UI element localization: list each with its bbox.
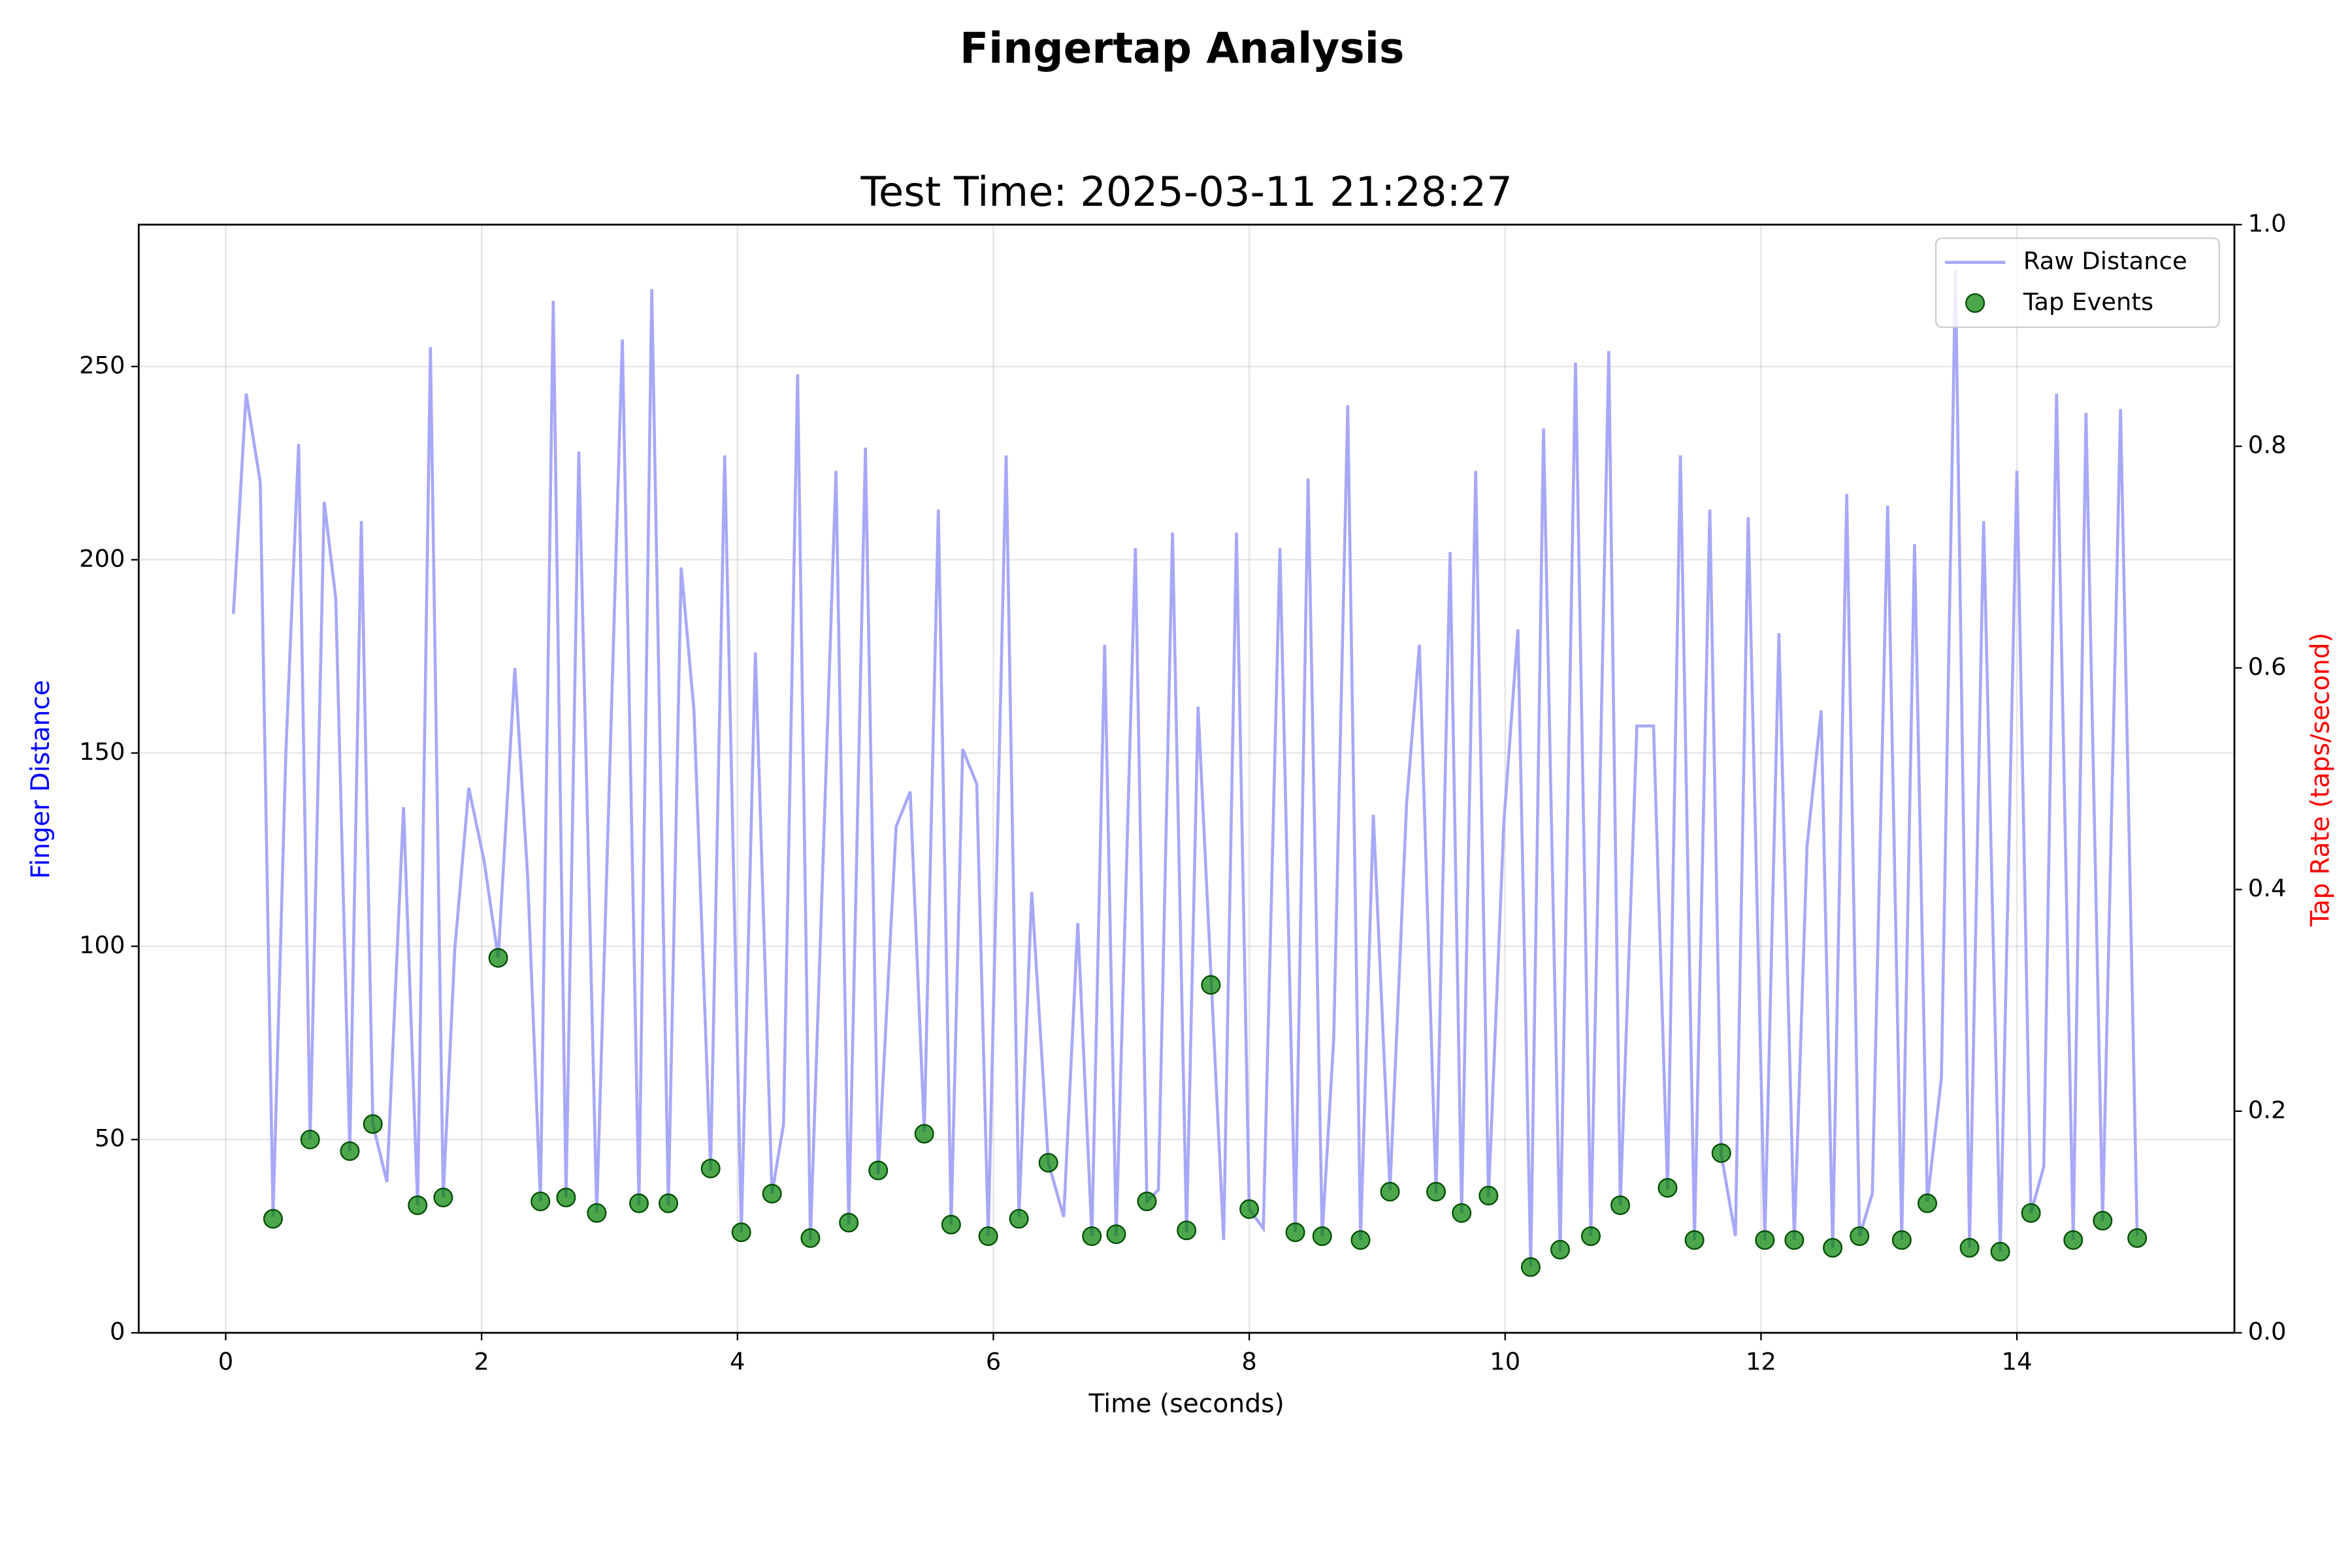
data-point — [978, 1226, 998, 1247]
x-tick-label: 4 — [730, 1348, 745, 1376]
data-point — [1009, 1209, 1029, 1229]
x-tick-label: 8 — [1241, 1348, 1256, 1376]
data-point — [408, 1195, 428, 1215]
data-point — [2021, 1203, 2041, 1223]
x-axis-label: Time (seconds) — [1088, 1389, 1284, 1418]
data-point — [800, 1228, 821, 1249]
y-tick-label: 100 — [79, 931, 125, 959]
data-point — [914, 1124, 934, 1144]
data-point — [1658, 1178, 1678, 1198]
data-point — [556, 1187, 576, 1207]
data-point — [1478, 1185, 1499, 1205]
data-point — [1201, 975, 1221, 995]
data-point — [363, 1114, 383, 1134]
data-point — [1918, 1193, 1938, 1213]
legend-label: Tap Events — [2023, 287, 2153, 316]
data-point — [1850, 1226, 1870, 1247]
data-point — [2093, 1211, 2113, 1231]
data-point — [941, 1215, 961, 1235]
data-point — [629, 1193, 649, 1213]
plot-frame — [137, 223, 2236, 1334]
data-point — [1784, 1230, 1805, 1250]
data-point — [300, 1130, 320, 1150]
y2-tick-label: 0.8 — [2248, 431, 2287, 459]
data-point — [1350, 1230, 1371, 1250]
data-point — [2063, 1230, 2083, 1250]
y2-tick-label: 0.6 — [2248, 653, 2287, 681]
data-point — [1580, 1226, 1601, 1247]
y-tick-label: 200 — [79, 544, 125, 572]
data-point — [839, 1213, 859, 1233]
data-point — [1520, 1257, 1541, 1277]
y2-tick-label: 0.2 — [2248, 1096, 2287, 1124]
data-point — [1891, 1230, 1912, 1250]
data-point — [1610, 1195, 1631, 1215]
y2-tick-label: 0.4 — [2248, 874, 2287, 902]
data-point — [2127, 1228, 2148, 1249]
y2-tick-label: 1.0 — [2248, 209, 2287, 237]
data-point — [1137, 1191, 1157, 1211]
chart-title: Fingertap Analysis — [960, 24, 1404, 73]
data-point — [340, 1141, 360, 1161]
data-point — [1106, 1224, 1126, 1245]
chart-subtitle: Test Time: 2025-03-11 21:28:27 — [860, 168, 1512, 216]
data-point — [1285, 1222, 1305, 1243]
x-tick-label: 0 — [218, 1348, 233, 1376]
data-point — [1990, 1241, 2010, 1262]
data-point — [1755, 1230, 1775, 1250]
data-point — [1082, 1226, 1102, 1247]
data-point — [1711, 1143, 1731, 1163]
data-point — [1380, 1182, 1400, 1202]
data-point — [1239, 1199, 1260, 1219]
data-point — [762, 1184, 782, 1204]
y2-tick-label: 0.0 — [2248, 1318, 2287, 1346]
data-point — [488, 948, 508, 968]
y2-axis-label: Tap Rate (taps/second) — [2306, 632, 2335, 927]
data-point — [1426, 1182, 1446, 1202]
data-point — [1038, 1152, 1058, 1173]
data-point — [1550, 1239, 1570, 1260]
data-point — [1452, 1203, 1472, 1223]
data-point — [700, 1158, 721, 1179]
x-tick-label: 12 — [1746, 1348, 1776, 1376]
x-tick-label: 2 — [474, 1348, 489, 1376]
data-point — [433, 1187, 453, 1207]
y-tick-label: 50 — [95, 1124, 125, 1152]
y-tick-label: 150 — [79, 738, 125, 766]
data-point — [868, 1160, 889, 1181]
data-point — [587, 1203, 607, 1223]
data-point — [1312, 1226, 1332, 1247]
legend-label: Raw Distance — [2023, 247, 2187, 275]
x-tick-label: 6 — [986, 1348, 1001, 1376]
y-tick-label: 0 — [110, 1318, 125, 1346]
data-point — [659, 1193, 679, 1213]
y-tick-label: 250 — [79, 351, 125, 379]
data-point — [1684, 1230, 1705, 1250]
x-tick-label: 10 — [1490, 1348, 1520, 1376]
data-point — [731, 1222, 751, 1243]
data-point — [263, 1209, 283, 1229]
data-point — [531, 1191, 551, 1211]
legend-marker — [1965, 293, 1985, 313]
x-tick-label: 14 — [2002, 1348, 2033, 1376]
data-line — [231, 270, 2139, 1267]
legend-box — [1935, 237, 2221, 328]
data-point — [1959, 1237, 1980, 1258]
data-point — [1177, 1220, 1197, 1241]
y-axis-label: Finger Distance — [26, 680, 56, 879]
data-point — [1823, 1237, 1843, 1258]
